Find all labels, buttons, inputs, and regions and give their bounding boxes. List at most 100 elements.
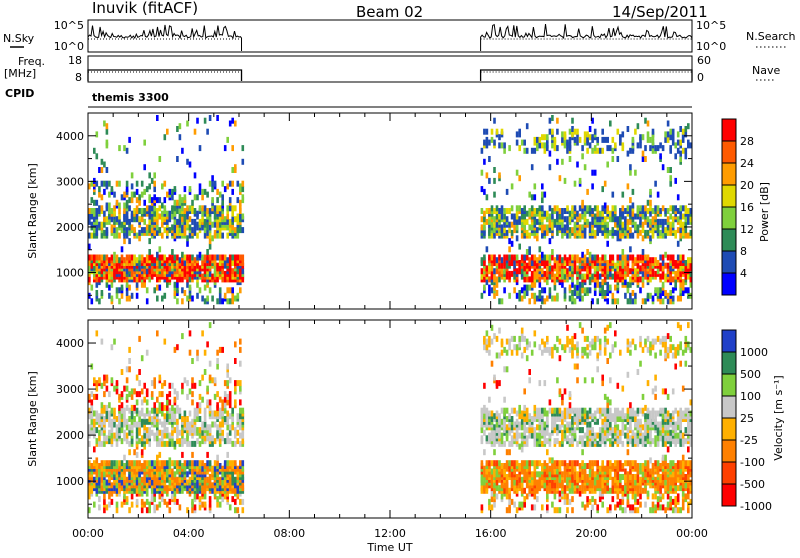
nsky-line <box>481 24 692 51</box>
heatmap-cell <box>528 488 531 494</box>
heatmap-cell <box>151 274 154 280</box>
heatmap-cell <box>234 271 237 277</box>
heatmap-cell <box>539 290 542 296</box>
heatmap-cell <box>531 205 534 211</box>
heatmap-cell <box>579 137 582 143</box>
heatmap-cell <box>106 181 109 187</box>
heatmap-cell <box>186 460 189 466</box>
heatmap-cell <box>521 214 524 220</box>
heatmap-cell <box>617 216 620 222</box>
heatmap-cell <box>528 208 531 214</box>
heatmap-cell <box>551 480 554 486</box>
heatmap-cell <box>559 339 562 345</box>
heatmap-cell <box>576 408 579 414</box>
heatmap-cell <box>604 290 607 296</box>
heatmap-cell <box>493 413 496 419</box>
heatmap-cell <box>488 411 491 417</box>
heatmap-cell <box>136 181 139 187</box>
heatmap-cell <box>141 255 144 261</box>
y-tick-label: 2000 <box>56 221 84 234</box>
heatmap-cell <box>166 394 169 400</box>
heatmap-cell <box>496 276 499 282</box>
heatmap-cell <box>148 460 151 466</box>
heatmap-cell <box>513 227 516 233</box>
heatmap-cell <box>221 435 224 441</box>
heatmap-cell <box>481 504 484 510</box>
heatmap-cell <box>667 298 670 304</box>
heatmap-cell <box>209 424 212 430</box>
heatmap-cell <box>571 496 574 502</box>
heatmap-cell <box>483 466 486 472</box>
heatmap-cell <box>483 405 486 411</box>
heatmap-cell <box>209 399 212 405</box>
heatmap-cell <box>491 504 494 510</box>
heatmap-cell <box>164 181 167 187</box>
heatmap-cell <box>534 137 537 143</box>
heatmap-cell <box>191 358 194 364</box>
heatmap-cell <box>176 200 179 206</box>
heatmap-cell <box>169 255 172 261</box>
heatmap-cell <box>206 435 209 441</box>
heatmap-cell <box>138 216 141 222</box>
heatmap-cell <box>541 192 544 198</box>
heatmap-cell <box>128 358 131 364</box>
colorbar-swatch <box>722 229 736 251</box>
heatmap-cell <box>591 263 594 269</box>
heatmap-cell <box>153 377 156 383</box>
heatmap-cell <box>138 265 141 271</box>
heatmap-cell <box>526 427 529 433</box>
heatmap-cell <box>204 422 207 428</box>
heatmap-cell <box>174 255 177 261</box>
heatmap-cell <box>652 296 655 302</box>
heatmap-cell <box>216 496 219 502</box>
heatmap-cell <box>123 257 126 263</box>
heatmap-cell <box>674 153 677 159</box>
heatmap-cell <box>516 140 519 146</box>
heatmap-cell <box>659 219 662 225</box>
heatmap-cell <box>622 211 625 217</box>
heatmap-cell <box>528 224 531 230</box>
heatmap-cell <box>103 263 106 269</box>
heatmap-cell <box>186 235 189 241</box>
heatmap-cell <box>677 263 680 269</box>
heatmap-cell <box>682 255 685 261</box>
heatmap-cell <box>126 377 129 383</box>
heatmap-cell <box>574 460 577 466</box>
heatmap-cell <box>239 433 242 439</box>
heatmap-cell <box>576 341 579 347</box>
heatmap-cell <box>546 485 549 491</box>
heatmap-cell <box>219 477 222 483</box>
heatmap-cell <box>174 227 177 233</box>
heatmap-cell <box>526 276 529 282</box>
heatmap-cell <box>111 433 114 439</box>
heatmap-cell <box>579 224 582 230</box>
heatmap-cell <box>181 388 184 394</box>
heatmap-cell <box>576 162 579 168</box>
heatmap-cell <box>596 224 599 230</box>
heatmap-cell <box>523 214 526 220</box>
heatmap-cell <box>146 499 149 505</box>
heatmap-cell <box>589 134 592 140</box>
heatmap-cell <box>551 463 554 469</box>
heatmap-cell <box>541 205 544 211</box>
heatmap-cell <box>554 469 557 475</box>
heatmap-cell <box>216 115 219 121</box>
heatmap-cell <box>126 477 129 483</box>
heatmap-cell <box>662 233 665 239</box>
heatmap-cell <box>503 148 506 154</box>
heatmap-cell <box>599 216 602 222</box>
heatmap-cell <box>96 265 99 271</box>
heatmap-cell <box>209 405 212 411</box>
heatmap-cell <box>541 183 544 189</box>
heatmap-cell <box>486 330 489 336</box>
heatmap-cell <box>617 255 620 261</box>
heatmap-cell <box>561 282 564 288</box>
heatmap-cell <box>209 460 212 466</box>
heatmap-cell <box>118 460 121 466</box>
heatmap-cell <box>184 214 187 220</box>
heatmap-cell <box>503 463 506 469</box>
heatmap-cell <box>176 156 179 162</box>
heatmap-cell <box>541 197 544 203</box>
heatmap-cell <box>159 408 162 414</box>
heatmap-cell <box>93 427 96 433</box>
